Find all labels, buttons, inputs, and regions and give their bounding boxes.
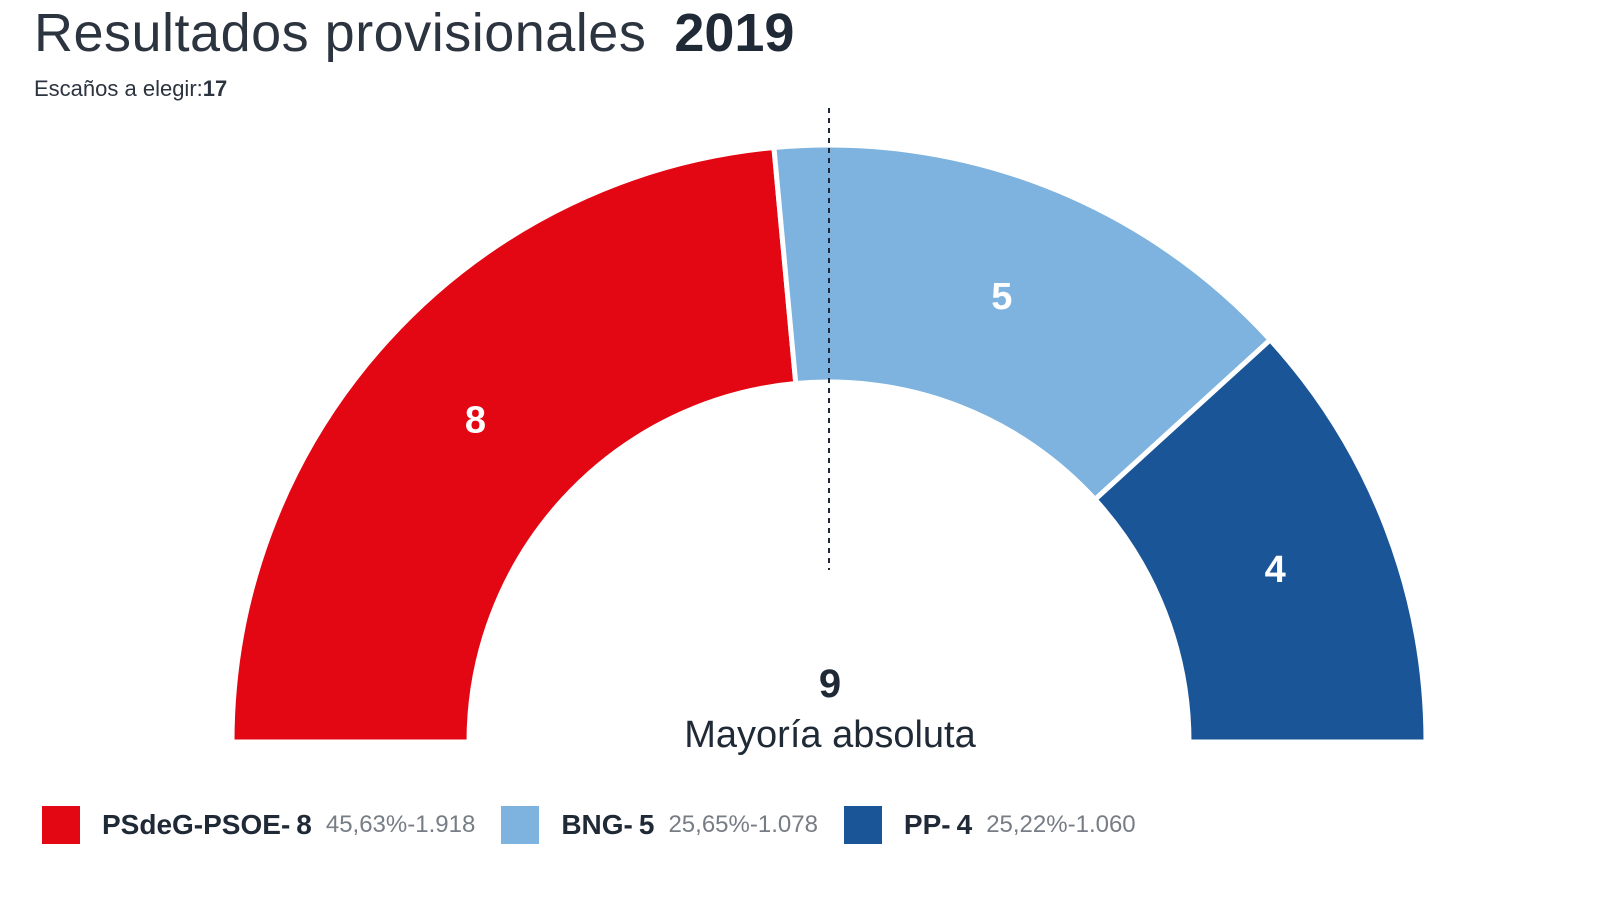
- title-text: Resultados provisionales: [34, 3, 647, 63]
- legend-seats: 4: [956, 809, 973, 840]
- legend-dash: -: [407, 811, 416, 838]
- seats-to-elect: Escaños a elegir:17: [34, 74, 227, 104]
- legend-separator: -: [941, 809, 951, 840]
- majority-number: 9: [819, 662, 841, 706]
- legend-votes: 1.918: [415, 811, 476, 838]
- page-title: Resultados provisionales 2019: [34, 0, 794, 66]
- chart-seat-labels: 8 5 4: [465, 276, 1286, 591]
- legend-votes: 1.078: [757, 811, 818, 838]
- legend-separator: -: [623, 809, 633, 840]
- legend-percent: 25,65%: [668, 811, 750, 838]
- seats-label: Escaños a elegir:: [34, 76, 203, 101]
- legend-swatch: [42, 806, 80, 844]
- legend-swatch: [501, 806, 540, 844]
- legend-dash: -: [749, 811, 758, 838]
- legend-item-pp: PP -4 25,22% -1.060: [843, 806, 1136, 844]
- seat-label-bng: 5: [991, 276, 1012, 318]
- legend-item-psdeg-psoe: PSdeG-PSOE -8 45,63% -1.918: [42, 806, 475, 844]
- legend-item-bng: BNG -5 25,65% -1.078: [501, 806, 818, 844]
- legend-votes: 1.060: [1075, 811, 1136, 838]
- title-year: 2019: [674, 3, 795, 63]
- majority-label: Mayoría absoluta: [684, 714, 976, 756]
- seat-label-pp: 4: [1265, 549, 1286, 591]
- segment-psdeg-psoe: [229, 144, 799, 745]
- legend-swatch: [843, 806, 882, 844]
- chart-segments: [229, 142, 1429, 745]
- legend-party-name: BNG: [561, 809, 624, 840]
- legend-separator: -: [280, 809, 291, 840]
- legend-percent: 45,63%: [325, 811, 408, 838]
- legend-percent: 25,22%: [986, 811, 1068, 838]
- legend-dash: -: [1067, 811, 1076, 838]
- seat-label-psdeg-psoe: 8: [465, 400, 486, 442]
- legend-party-name: PP: [903, 809, 942, 840]
- seats-total: 17: [202, 76, 228, 101]
- legend-seats: 5: [638, 809, 655, 840]
- legend: PSdeG-PSOE -8 45,63% -1.918 BNG -5 25,65% -1…: [42, 806, 1162, 844]
- legend-party-name: PSdeG-PSOE: [102, 809, 281, 840]
- legend-seats: 8: [296, 809, 312, 840]
- segment-pp: [1091, 336, 1429, 745]
- segment-bng: [771, 142, 1274, 504]
